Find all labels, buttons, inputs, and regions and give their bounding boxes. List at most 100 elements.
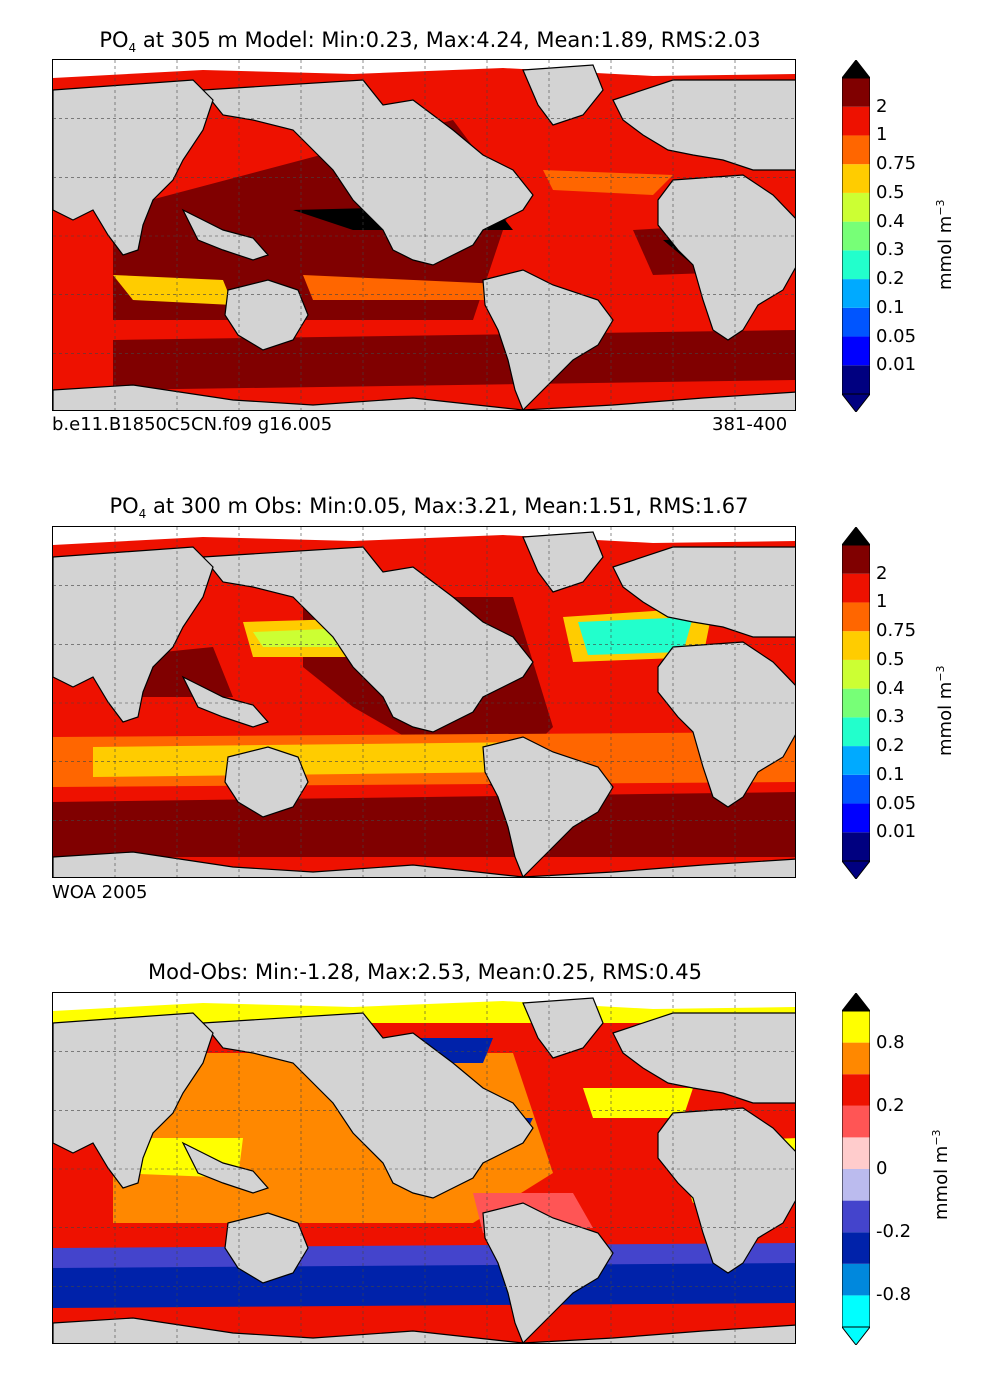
colorbar-segment [842,307,870,337]
colorbar-segment [842,1137,870,1169]
colorbar-tick-label: -0.2 [876,1221,912,1243]
colorbar-segment [842,78,870,107]
title-text: PO [99,28,129,52]
colorbar-segment [842,832,870,861]
no-data-ice [53,993,795,1011]
colorbar-segment [842,1169,870,1201]
colorbar-tick-label: 0.1 [876,296,905,318]
panel-3-title: Mod-Obs: Min:-1.28, Max:2.53, Mean:0.25,… [30,960,820,984]
colorbar-segment [842,336,870,366]
colorbar-max-extension [842,527,870,546]
colorbar-segment [842,1011,870,1043]
title-subscript: 4 [128,41,137,56]
colorbar-tick-label: 0.2 [876,268,905,290]
colorbar-frame [842,77,870,395]
colorbar-tick-label: 0 [876,1158,888,1179]
land-indoarch [181,208,270,261]
obs-colorbar [842,527,870,879]
south-pacific-mid [303,275,523,300]
land-africa [657,174,795,341]
colorbar-tick-label: 0.3 [876,239,905,261]
southern-ocean-band [113,330,795,390]
model-unit-label: mmol m−3 [934,199,956,290]
colorbar-segment [842,573,870,603]
colorbar-segment [842,746,870,775]
no-data-ice [53,60,795,78]
land-antarctica [53,851,795,877]
subtropical-low-band [93,742,533,777]
land-namerica [201,1012,534,1199]
land-greenland [522,997,604,1059]
southern-negative-band [53,1258,795,1308]
colorbar-segment [842,717,870,747]
colorbar-frame [842,544,870,862]
land-namerica [201,79,534,266]
colorbar-segment [842,1232,870,1264]
colorbar-tick-label: 0.05 [876,325,917,347]
colorbar-segment [842,135,870,165]
colorbar-tick-label: 0.2 [876,735,905,757]
model-map [52,59,796,411]
colorbar-tick-label: 0.4 [876,677,905,699]
colorbar-min-extension [842,393,870,412]
colorbar-segment [842,1263,870,1296]
colorbar-max-extension [842,993,870,1012]
colorbar-segment [842,365,870,394]
colorbar-segment [842,545,870,574]
no-data-ice [53,527,795,545]
obs-map [52,526,796,878]
map-canvas [53,993,795,1343]
difference-unit-label: mmol m−3 [930,1129,952,1220]
colorbar-segment [842,221,870,251]
colorbar-tick-label: -0.8 [876,1284,912,1306]
colorbar-min-extension [842,860,870,879]
colorbar-segment [842,1200,870,1233]
land-antarctica [53,1317,795,1343]
obs-source-label: WOA 2005 [52,882,148,903]
difference-colorbar [842,993,870,1345]
colorbar-segment [842,164,870,193]
colorbar-tick-label: 0.75 [876,153,917,175]
colorbar-segment [842,774,870,804]
colorbar-segment [842,659,870,689]
colorbar-tick-label: 0.1 [876,763,905,785]
colorbar-tick-label: 0.4 [876,210,905,232]
land-australia [224,746,309,818]
colorbar-tick-label: 0.01 [876,821,917,843]
colorbar-frame [842,1010,870,1328]
land-samerica [482,1202,614,1343]
land-australia [224,279,309,351]
difference-map [52,992,796,1344]
colorbar-segment [842,279,870,308]
title-subscript: 4 [138,507,147,522]
land-indoarch [181,675,270,728]
obs-unit-label: mmol m−3 [934,665,956,756]
colorbar-segment [842,106,870,136]
land-greenland [522,64,604,126]
title-text: at 305 m Model: Min:0.23, Max:4.24, Mean… [136,28,761,52]
indian-ocean-low [113,275,233,305]
colorbar-tick-label: 0.01 [876,354,917,376]
colorbar-tick-label: 2 [876,562,888,584]
colorbar-tick-label: 1 [876,124,888,146]
title-text: PO [109,494,139,518]
colorbar-tick-label: 0.5 [876,648,905,670]
land-samerica [482,736,614,877]
title-text: at 300 m Obs: Min:0.05, Max:3.21, Mean:1… [146,494,749,518]
land-eurasia [53,79,795,256]
land-australia [224,1212,309,1284]
colorbar-segment [842,250,870,280]
land-africa [657,641,795,808]
panel-1-title: PO4 at 305 m Model: Min:0.23, Max:4.24, … [30,28,830,55]
land-africa [657,1107,795,1274]
colorbar-segment [842,688,870,718]
colorbar-segment [842,192,870,222]
map-canvas [53,527,795,877]
colorbar-tick-label: 0.3 [876,706,905,728]
case-name-label: b.e11.B1850C5CN.f09 g16.005 [52,414,333,435]
colorbar-segment [842,631,870,660]
land-greenland [522,531,604,593]
land-eurasia [53,546,795,723]
colorbar-segment [842,1295,870,1327]
title-text: Mod-Obs: Min:-1.28, Max:2.53, Mean:0.25,… [148,960,702,984]
